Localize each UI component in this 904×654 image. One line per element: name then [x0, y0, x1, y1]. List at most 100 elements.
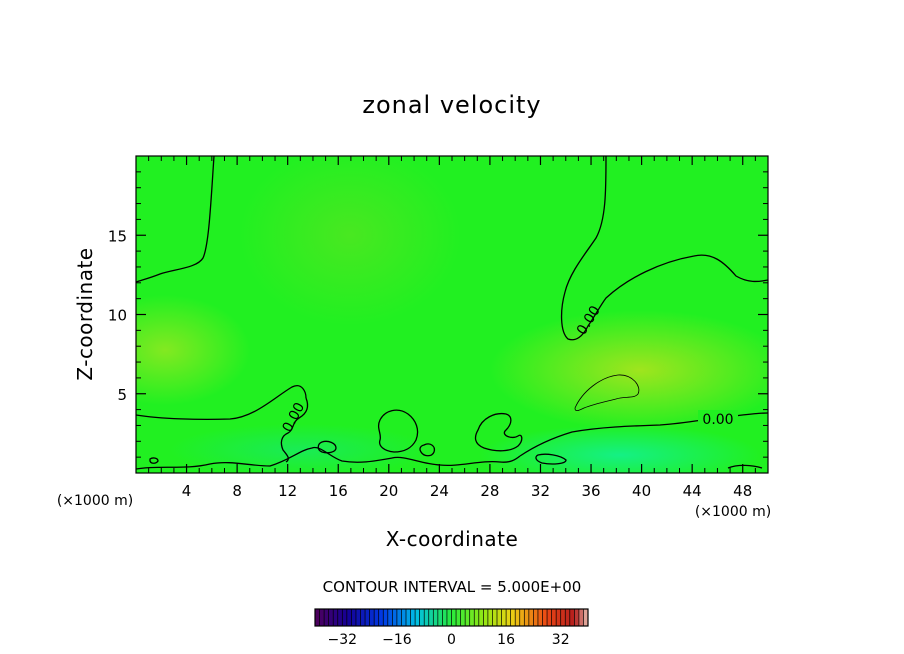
colorbar-segment: [483, 609, 489, 626]
colorbar-segment: [578, 609, 584, 626]
contour-zero-left-upper: [136, 156, 215, 283]
contour-lines: [136, 156, 768, 470]
x-tick-label: 12: [278, 482, 297, 500]
x-unit-label-left: (×1000 m): [57, 493, 133, 509]
x-tick-label: 48: [733, 482, 752, 500]
field-region-left-jet: [136, 295, 250, 405]
colorbar-segment: [360, 609, 366, 626]
colorbar-segment: [387, 609, 393, 626]
colorbar-segment: [551, 609, 557, 626]
contour-interval-caption: CONTOUR INTERVAL = 5.000E+00: [323, 578, 582, 596]
x-tick-label: 28: [480, 482, 499, 500]
contour-zero-mid-band: [136, 385, 307, 421]
y-axis-title: Z-coordinate: [73, 247, 97, 380]
colorbar-segment: [565, 609, 571, 626]
colorbar-segment: [528, 609, 534, 626]
y-tick-label: 15: [108, 227, 127, 245]
x-tick-label: 16: [329, 482, 348, 500]
contour-zero-right-band: [519, 412, 768, 457]
colorbar-segment: [346, 609, 352, 626]
contour-zero-small-d: [149, 457, 159, 464]
colorbar-segment: [406, 609, 411, 626]
colorbar-segment: [351, 609, 357, 626]
field-region-lower-right: [480, 425, 760, 473]
colorbar-segment: [442, 609, 448, 626]
colorbar: [314, 608, 589, 627]
contour-zero-small-e: [727, 464, 763, 469]
colorbar-segment: [437, 609, 443, 626]
x-tick-label: 4: [182, 482, 192, 500]
colorbar-segment: [428, 609, 434, 626]
colorbar-segment: [378, 609, 384, 626]
chart-title: zonal velocity: [362, 91, 541, 119]
colorbar-segment: [510, 609, 516, 626]
colorbar-segment: [556, 609, 562, 626]
contour-label-group-a: 0.00: [698, 410, 738, 428]
plot-area: 0.00 0.00 0.00: [136, 156, 768, 473]
colorbar-segment: [474, 609, 480, 626]
colorbar-tick-label: 32: [552, 632, 570, 648]
colorbar-segment: [547, 609, 552, 626]
colorbar-segment: [560, 609, 566, 626]
colorbar-segment: [369, 609, 375, 626]
colorbar-tick-label: −16: [382, 632, 412, 648]
colorbar-tick-label: 0: [447, 632, 456, 648]
contour-zero-small-a: [317, 440, 337, 454]
colorbar-segment: [410, 609, 416, 626]
colorbar-segment: [487, 609, 493, 626]
colorbar-segment: [574, 609, 580, 626]
contour-zero-island-28: [474, 412, 523, 452]
contour-zero-small-c: [535, 453, 567, 465]
y-tick-label: 10: [108, 307, 127, 325]
contour-positive-right: [574, 374, 640, 412]
colorbar-segment: [415, 609, 421, 626]
x-tick-label: 32: [531, 482, 550, 500]
colorbar-segment: [501, 609, 507, 626]
x-tick-label: 8: [232, 482, 242, 500]
field-region-right-jet: [490, 310, 768, 430]
colorbar-segment: [524, 609, 530, 626]
colorbar-segment: [333, 609, 339, 626]
colorbar-segment: [569, 609, 575, 626]
x-axis-title: X-coordinate: [386, 527, 519, 551]
colorbar-segment: [419, 609, 425, 626]
x-unit-label-right: (×1000 m): [695, 504, 771, 520]
contour-zero-mid-wiggle: [280, 397, 309, 463]
x-tick-label: 24: [430, 482, 449, 500]
colorbar-segment: [324, 609, 330, 626]
contour-label: 0.00: [702, 412, 733, 428]
colorbar-segment: [497, 609, 502, 626]
colorbar-segment: [396, 609, 402, 626]
colorbar-segment: [583, 609, 589, 626]
colorbar-tick-labels: −32 −16 0 16 32: [328, 632, 570, 648]
colorbar-segment: [392, 609, 398, 626]
colorbar-segment: [465, 609, 471, 626]
contour-zero-right-upper: [560, 156, 768, 341]
contour-zero-bottom: [136, 446, 521, 470]
colorbar-segment: [319, 609, 325, 626]
colorbar-segment: [337, 609, 343, 626]
colorbar-segment: [374, 609, 380, 626]
x-tick-label: 20: [379, 482, 398, 500]
y-tick-label: 5: [117, 386, 127, 404]
colorbar-segment: [542, 609, 548, 626]
colorbar-segment: [342, 609, 348, 626]
contour-zero-island-20: [377, 409, 419, 453]
colorbar-segment: [506, 609, 512, 626]
colorbar-segment: [446, 609, 452, 626]
colorbar-segment: [451, 609, 457, 626]
colorbar-tick-label: 16: [497, 632, 515, 648]
contour-label-bg: [698, 410, 738, 426]
colorbar-segment: [433, 609, 439, 626]
x-tick-label: 40: [632, 482, 651, 500]
colorbar-segment: [401, 609, 407, 626]
colorbar-segment: [456, 609, 461, 626]
field-region-upper: [240, 156, 460, 325]
x-tick-label: 36: [581, 482, 600, 500]
colorbar-segment: [537, 609, 543, 626]
colorbar-segment: [515, 609, 521, 626]
colorbar-segment: [383, 609, 389, 626]
field-region-lower-mid: [170, 424, 430, 473]
